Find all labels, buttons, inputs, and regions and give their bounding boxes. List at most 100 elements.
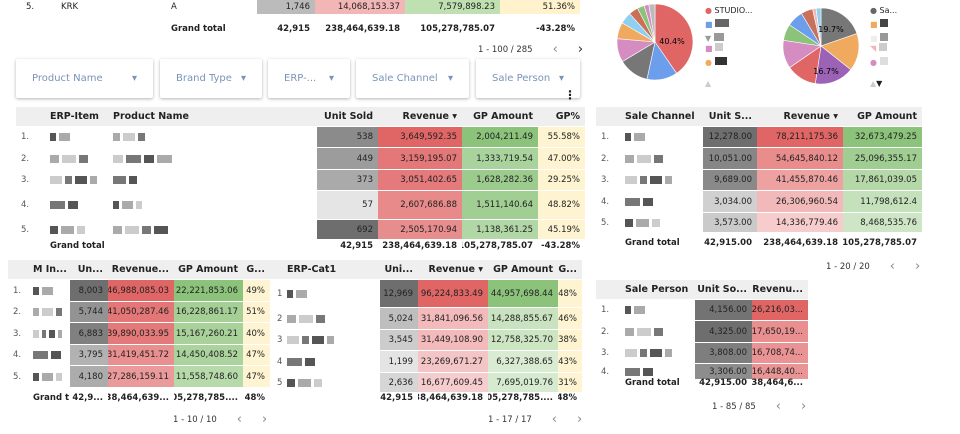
column-header-1[interactable]: ERP-Item xyxy=(50,111,99,122)
table-row[interactable]: 5. 692 2,505,170.94 1,138,361.25 45.19% xyxy=(16,220,585,240)
rev-cell: 39,890,033.95 xyxy=(108,323,174,344)
redacted-block xyxy=(42,329,46,338)
next-page-icon[interactable]: › xyxy=(261,412,268,427)
row-number: 2. xyxy=(13,307,22,317)
next-page-icon[interactable]: › xyxy=(576,412,583,427)
pie-slice[interactable] xyxy=(815,7,822,47)
prev-page-icon[interactable]: ‹ xyxy=(551,412,557,427)
grand-total-row: Grand total 42,915 238,464,639.18 105,27… xyxy=(16,22,586,37)
table-row[interactable]: 3. 3,808.00 16,708,74... xyxy=(596,343,808,364)
prev-page-icon[interactable]: ‹ xyxy=(236,412,242,427)
column-header-5[interactable]: GP Amount xyxy=(473,111,533,122)
row-number: 3. xyxy=(601,175,610,185)
redacted-block xyxy=(42,372,53,381)
spacer xyxy=(596,375,620,390)
filter-sale-channel[interactable]: Sale Channel ▾ xyxy=(356,59,469,98)
redacted-cell xyxy=(620,170,703,190)
legend-label: STUDIO... xyxy=(714,6,753,15)
more-options-icon[interactable]: ⋮ xyxy=(564,88,576,102)
grand-total-label: Grand total xyxy=(625,237,680,248)
redacted-block xyxy=(33,308,40,316)
redacted-block xyxy=(42,308,53,316)
redacted-block xyxy=(68,201,78,209)
column-header-0[interactable] xyxy=(272,260,282,279)
column-header-3[interactable]: Revenue ▾ xyxy=(783,111,838,122)
column-header-2[interactable]: Unit So... xyxy=(697,284,747,295)
filter-product-name[interactable]: Product Name ▾ xyxy=(16,59,153,98)
row-number: 2. xyxy=(21,153,30,164)
table-row[interactable]: 2. 10,051.00 54,645,840.12 25,096,355.17 xyxy=(596,148,922,170)
column-header-3[interactable]: Unit Sold xyxy=(323,111,373,122)
table-row[interactable]: 3. 6,883 39,890,033.95 15,167,260.21 40% xyxy=(8,323,272,345)
next-page-icon[interactable]: › xyxy=(800,399,807,414)
unit-cell: 1,199 xyxy=(380,351,418,372)
table-row[interactable]: 2. 449 3,159,195.07 1,333,719.54 47.00% xyxy=(16,148,585,170)
column-header-3[interactable]: Revenue... xyxy=(111,264,169,275)
column-header-1[interactable]: Sale Channel xyxy=(625,111,695,122)
table-row[interactable]: 1. 8,003 46,988,085.03 22,221,853.06 49% xyxy=(8,280,272,302)
column-header-2[interactable]: Product Name xyxy=(113,111,189,122)
table-row[interactable]: 5. 3,573.00 14,336,779.46 8,468,535.76 xyxy=(596,213,922,233)
column-header-5[interactable]: G... xyxy=(558,264,577,275)
column-header-6[interactable]: GP% xyxy=(555,111,580,122)
column-header-0[interactable] xyxy=(596,280,620,299)
redacted-cell xyxy=(45,170,108,190)
column-header-3[interactable]: Revenu... xyxy=(752,284,803,295)
table-row[interactable]: 5. KRK A 1,746 14,068,153.37 7,579,898.2… xyxy=(16,0,586,15)
table-row[interactable]: 4. 3,034.00 26,306,960.54 11,798,612.4 xyxy=(596,191,922,213)
table-row[interactable]: 1. 4,156.00 26,216,03... xyxy=(596,300,808,321)
table-row[interactable]: 2. 4,325.00 17,650,19... xyxy=(596,321,808,343)
prev-page-icon[interactable]: ‹ xyxy=(552,42,558,57)
filter-sale-person[interactable]: Sale Person ▾ xyxy=(476,59,580,98)
table-row[interactable]: 5. 4,180 27,286,159.11 11,558,748.60 47% xyxy=(8,366,272,388)
table-row[interactable]: 2. 5,744 41,050,287.46 16,228,861.17 51% xyxy=(8,302,272,323)
column-header-4[interactable]: Revenue ▾ xyxy=(402,111,457,122)
rev-cell: 41,455,870.46 xyxy=(757,170,843,190)
row-number: 4. xyxy=(601,196,610,207)
table-row[interactable]: 1. 538 3,649,592.35 2,004,211.49 55.58% xyxy=(16,127,585,148)
column-header-4[interactable]: GP Amount xyxy=(178,264,238,275)
legend-page-up-icon[interactable]: ▲ xyxy=(705,79,712,88)
column-header-0[interactable] xyxy=(8,260,28,279)
column-header-2[interactable]: Uni... xyxy=(384,264,413,275)
table-row[interactable]: 4. 57 2,607,686.88 1,511,140.64 48.82% xyxy=(16,191,585,220)
column-header-0[interactable] xyxy=(596,107,620,126)
column-header-0[interactable] xyxy=(16,107,45,126)
table-row[interactable]: 3. 373 3,051,402.65 1,628,282.36 29.25% xyxy=(16,170,585,191)
filter-erp[interactable]: ERP-... ▾ xyxy=(268,59,350,98)
redacted-block xyxy=(122,201,133,209)
redacted-block xyxy=(643,367,653,376)
redacted-cell xyxy=(620,213,703,232)
next-page-icon[interactable]: › xyxy=(914,259,921,274)
column-header-2[interactable]: Un... xyxy=(77,264,103,275)
total-cell: 42,915 xyxy=(340,240,373,251)
prev-page-icon[interactable]: ‹ xyxy=(775,399,781,414)
pie-slice[interactable] xyxy=(648,3,656,43)
table-row[interactable]: 4. 3,795 31,419,451.72 14,450,408.52 47% xyxy=(8,345,272,366)
column-header-1[interactable]: M In... xyxy=(33,264,67,275)
table-row[interactable]: 4. 3,306.00 16,448,40... xyxy=(596,364,808,380)
next-page-icon[interactable]: › xyxy=(577,42,584,57)
column-header-5[interactable]: G... xyxy=(246,264,265,275)
table-row[interactable]: 1. 12,278.00 78,211,175.36 32,673,479.25 xyxy=(596,127,922,148)
column-header-4[interactable]: GP Amount xyxy=(857,111,917,122)
redacted-block xyxy=(77,225,85,234)
legend-page-up-icon[interactable]: ▲ xyxy=(870,79,877,88)
prev-page-icon[interactable]: ‹ xyxy=(889,259,895,274)
column-header-1[interactable]: Sale Person xyxy=(625,284,689,295)
filter-brand-type[interactable]: Brand Type ▾ xyxy=(160,59,262,98)
column-header-3[interactable]: Revenue ▾ xyxy=(428,264,483,275)
column-header-1[interactable]: ERP-Cat1 xyxy=(287,264,337,275)
page-info: 1 - 20 / 20 xyxy=(826,261,870,272)
legend-page-down-icon[interactable]: ▼ xyxy=(876,79,883,88)
table-row[interactable]: 3. 9,689.00 41,455,870.46 17,861,039.05 xyxy=(596,170,922,191)
column-header-2[interactable]: Unit S... xyxy=(708,111,752,122)
pie-slice[interactable] xyxy=(654,3,694,74)
dropdown-arrow-icon: ▾ xyxy=(558,73,564,84)
column-header-4[interactable]: GP Amount xyxy=(493,264,553,275)
